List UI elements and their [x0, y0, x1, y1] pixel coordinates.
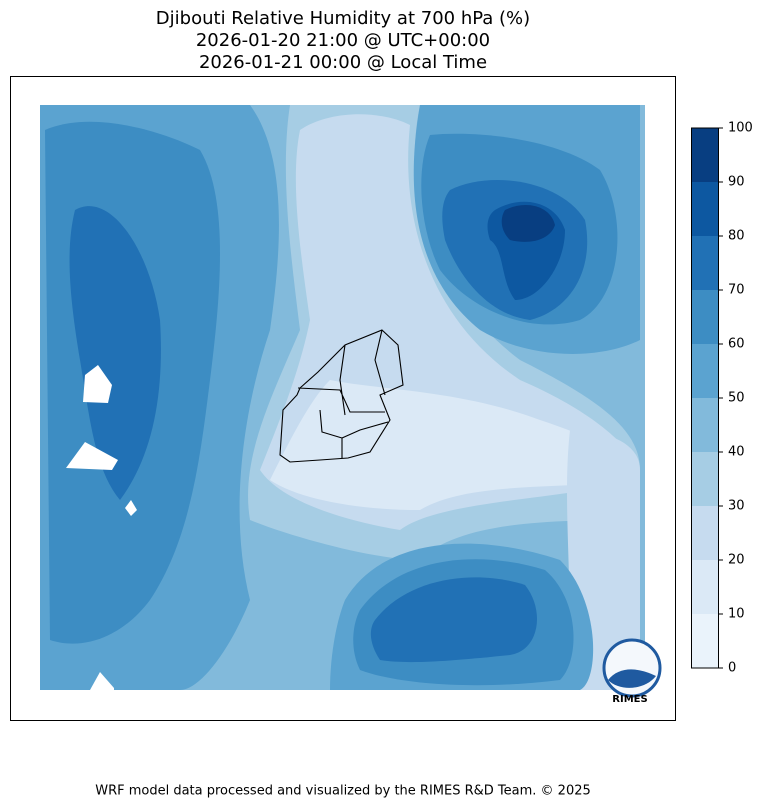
colorbar-tick-label: 60	[728, 337, 745, 352]
colorbar-tick-label: 30	[728, 499, 745, 514]
title-line: 2026-01-21 00:00 @ Local Time	[199, 52, 487, 73]
colorbar-tick-label: 0	[728, 661, 736, 676]
colorbar-segment	[691, 182, 718, 236]
masked-area	[125, 500, 137, 516]
colorbar-tick-label: 90	[728, 175, 745, 190]
logo-text: RIMES	[612, 694, 647, 705]
colorbar-segment	[691, 614, 718, 668]
colorbar-tick-label: 80	[728, 229, 745, 244]
contour	[501, 205, 555, 242]
country-border	[279, 329, 404, 463]
masked-area	[66, 442, 118, 470]
colorbar-tick-label: 40	[728, 445, 745, 460]
colorbar-tick-label: 50	[728, 391, 745, 406]
colorbar-segment	[691, 236, 718, 290]
title-line: 2026-01-20 21:00 @ UTC+00:00	[196, 30, 490, 51]
colorbar-segment	[691, 452, 718, 506]
logo-wave	[608, 669, 656, 688]
colorbar-tick-label: 100	[728, 121, 753, 136]
colorbar-tick-label: 20	[728, 553, 745, 568]
title-line: Djibouti Relative Humidity at 700 hPa (%…	[156, 8, 530, 29]
colorbar-segment	[691, 344, 718, 398]
colorbar: 0 10 20 30 40 50 60 70 80 90 100	[691, 121, 753, 676]
colorbar-segment	[691, 398, 718, 452]
footer: WRF model data processed and visualized …	[95, 784, 591, 799]
colorbar-tick-label: 10	[728, 607, 745, 622]
masked-area	[83, 365, 112, 403]
contour-map: RIMES	[40, 105, 662, 705]
colorbar-tick-label: 70	[728, 283, 745, 298]
colorbar-segment	[691, 290, 718, 344]
masked-area	[90, 672, 114, 692]
colorbar-segment	[691, 128, 718, 182]
colorbar-segment	[691, 506, 718, 560]
contour	[370, 577, 537, 663]
logo: RIMES	[602, 638, 662, 705]
colorbar-segment	[691, 560, 718, 614]
contour	[69, 206, 161, 501]
